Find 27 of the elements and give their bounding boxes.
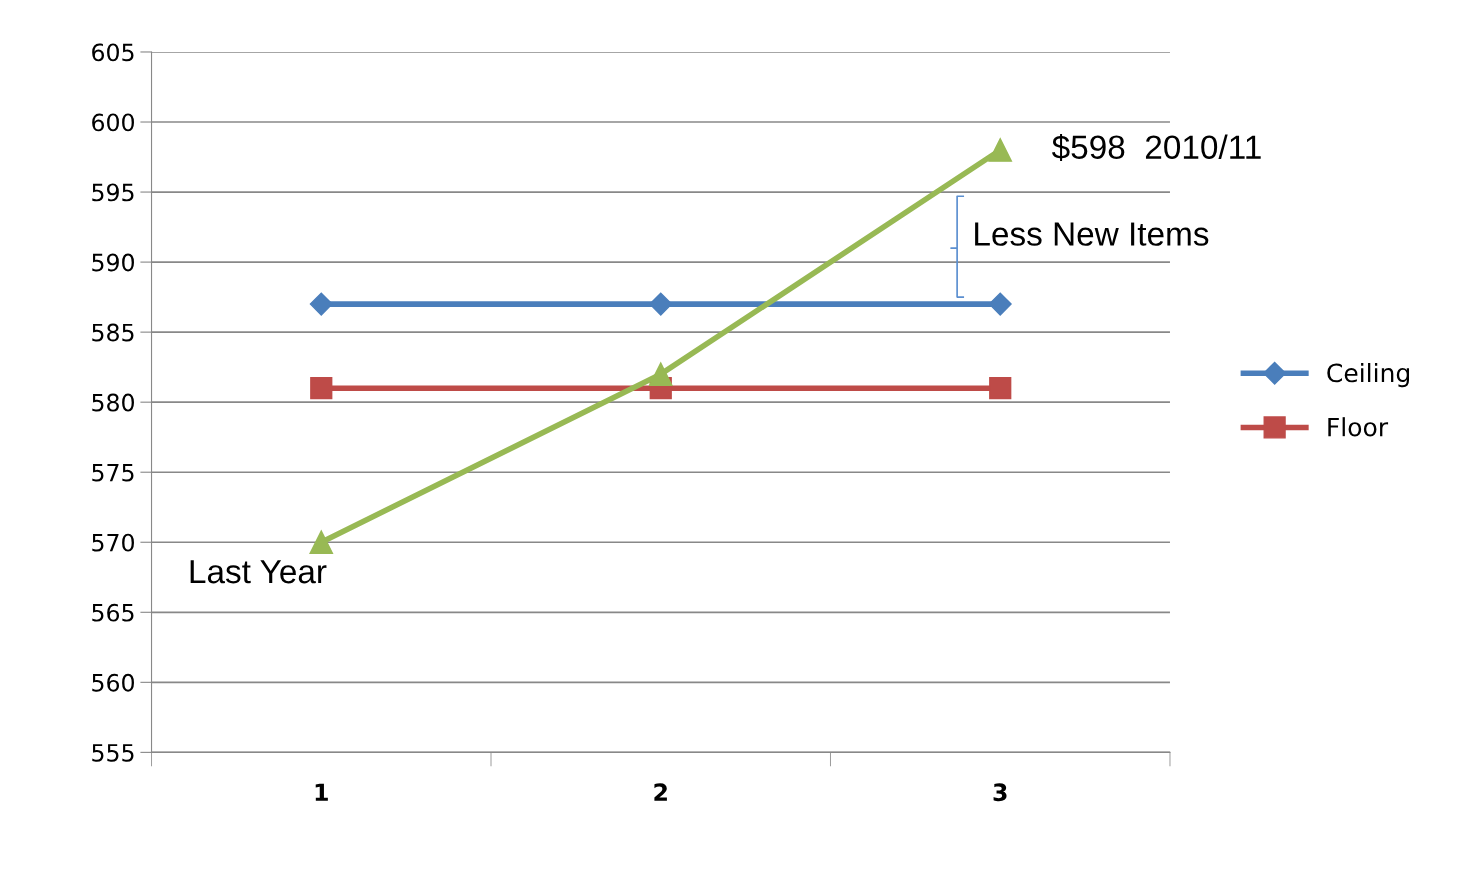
y-tick-label: 555 [92,744,134,762]
y-tick-label: 595 [92,183,134,202]
y-tick-label: 585 [92,323,134,342]
y-tick-label: 575 [92,463,134,482]
legend-label: Floor [1328,417,1389,437]
annotation: Last Year [190,560,327,584]
annotation: $598 2010/11 [1051,133,1261,161]
legend-label: Ceiling [1327,362,1410,388]
point [989,377,1012,400]
point [988,138,1013,162]
annotation: Less New Items [975,222,1209,246]
x-tick-label: 3 [993,783,1007,802]
y-tick-label: 600 [92,113,134,132]
point [309,292,333,316]
point [648,362,673,386]
point [309,530,334,555]
x-tick-label: 2 [654,783,667,801]
y-tick-label: 565 [92,603,134,622]
point [988,292,1012,316]
point [649,292,673,316]
y-tick-label: 570 [92,533,134,552]
y-tick-label: 605 [92,43,134,62]
point [310,377,333,400]
x-tick-label: 1 [315,783,328,801]
y-tick-label: 560 [92,673,134,692]
y-tick-label: 580 [92,393,134,412]
y-tick-label: 590 [92,253,134,272]
